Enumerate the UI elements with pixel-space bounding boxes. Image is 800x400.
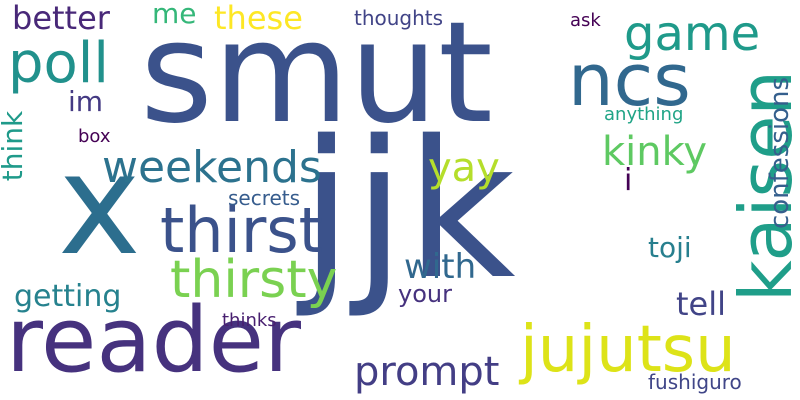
word-confessions: confessions <box>765 76 796 230</box>
word-box: box <box>78 126 111 147</box>
word-prompt: prompt <box>354 349 500 395</box>
word-toji: toji <box>648 231 692 264</box>
word-yay: yay <box>428 145 500 191</box>
word-thinks: thinks <box>222 310 277 331</box>
word-fushiguro: fushiguro <box>648 370 742 394</box>
word-anything: anything <box>604 104 684 125</box>
word-tell: tell <box>676 285 727 323</box>
word-secrets: secrets <box>228 186 301 210</box>
word-your: your <box>398 280 452 308</box>
word-better: better <box>12 0 110 37</box>
word-i: i <box>624 163 633 198</box>
word-jujutsu: jujutsu <box>520 313 736 387</box>
word-smut: smut <box>140 0 493 155</box>
word-think: think <box>0 110 30 182</box>
word-ncs: ncs <box>568 38 691 122</box>
word-getting: getting <box>14 279 122 314</box>
word-thoughts: thoughts <box>354 6 444 30</box>
word-weekends: weekends <box>102 142 322 193</box>
word-jjk: jjk <box>300 100 516 321</box>
word-poll: poll <box>8 31 109 96</box>
word-thirsty: thirsty <box>170 250 338 310</box>
word-game: game <box>624 6 761 62</box>
word-me: me <box>152 0 197 30</box>
word-thirst: thirst <box>160 194 323 267</box>
word-x: x <box>58 124 141 287</box>
word-with: with <box>404 247 477 287</box>
word-these: these <box>214 0 303 37</box>
word-reader: reader <box>6 288 302 393</box>
word-ask: ask <box>570 10 601 31</box>
word-kinky: kinky <box>602 129 708 175</box>
word-im: im <box>68 85 104 118</box>
